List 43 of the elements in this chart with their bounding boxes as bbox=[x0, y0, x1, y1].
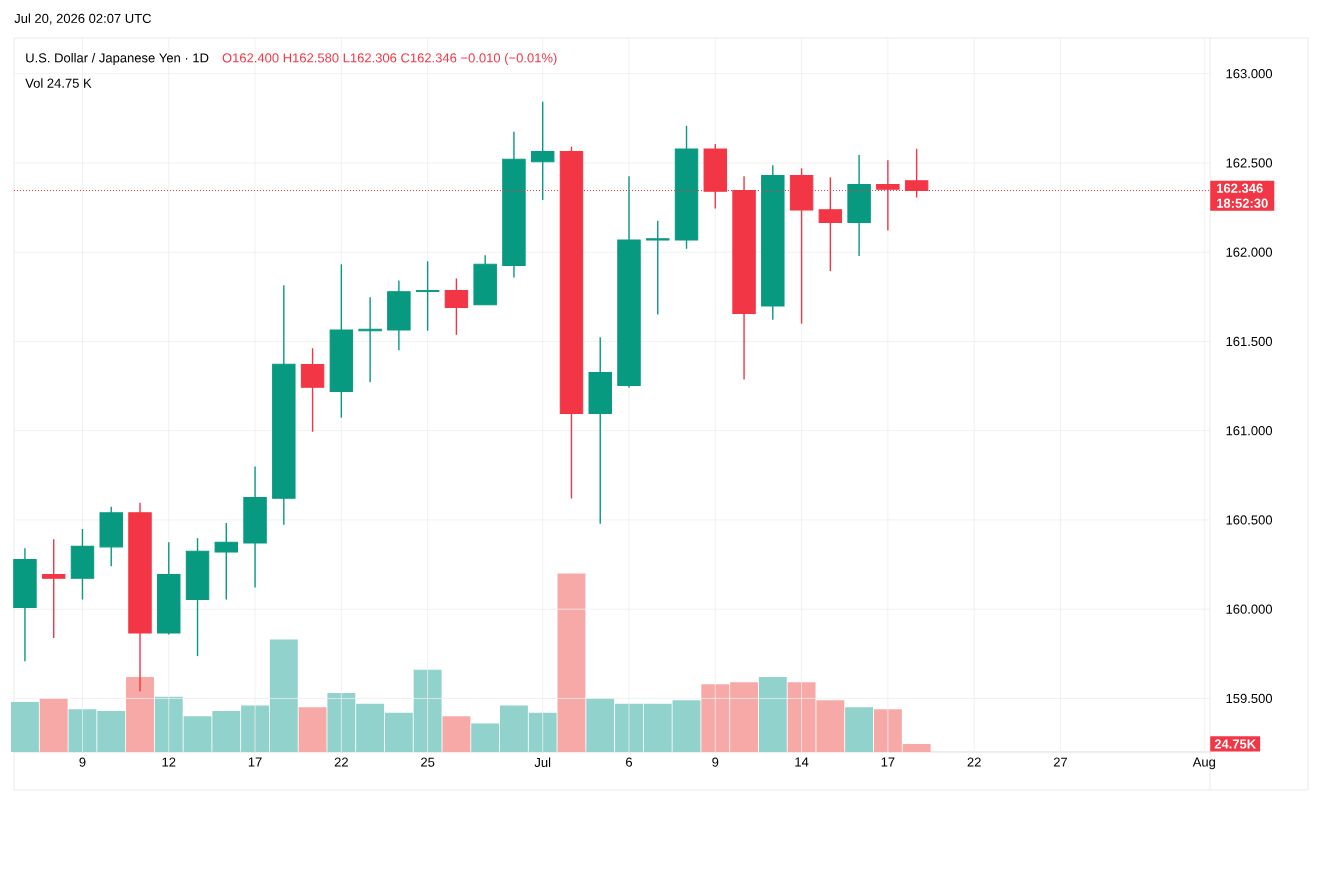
bar bbox=[845, 707, 874, 752]
candlestick bbox=[415, 260, 440, 332]
y-tick-label: 162.500 bbox=[1226, 158, 1273, 168]
x-tick-label: 27 bbox=[1053, 757, 1068, 767]
y-tick-label: 162.000 bbox=[1226, 247, 1273, 257]
x-tick-label: 12 bbox=[162, 757, 176, 767]
y-tick-label: 160.000 bbox=[1226, 604, 1273, 614]
bar bbox=[557, 573, 586, 752]
candlestick bbox=[444, 277, 469, 336]
bar bbox=[442, 716, 471, 752]
text: U.S. Dollar / Japanese Yen · 1D bbox=[26, 52, 209, 66]
y-tick-label: 163.000 bbox=[1226, 69, 1273, 79]
y-tick-label: 161.500 bbox=[1226, 336, 1273, 347]
x-tick-label: 9 bbox=[712, 757, 719, 767]
text: Jul 20, 2026 02:07 UTC bbox=[14, 13, 151, 25]
text: 18:52:30 bbox=[1217, 198, 1268, 208]
x-tick-label: 22 bbox=[967, 757, 981, 767]
x-tick-label: 9 bbox=[79, 757, 86, 767]
y-tick-label: 160.500 bbox=[1226, 515, 1273, 525]
candlestick bbox=[646, 220, 670, 316]
candlestick bbox=[41, 538, 66, 639]
bar bbox=[298, 707, 327, 752]
x-tick-label: 25 bbox=[421, 757, 435, 767]
x-tick-label: 14 bbox=[795, 757, 809, 767]
candlestick bbox=[530, 101, 555, 201]
x-tick-label: 6 bbox=[626, 757, 633, 767]
ref-line-label: 162.346 bbox=[1217, 183, 1263, 193]
x-tick-label: 22 bbox=[334, 757, 348, 767]
text: 24.75K bbox=[1214, 739, 1257, 749]
text: O162.400 H162.580 L162.306 C162.346 −0.010 (−0.01%) bbox=[222, 52, 557, 66]
bar bbox=[10, 702, 39, 752]
bar bbox=[39, 698, 68, 752]
x-tick-label: 17 bbox=[881, 757, 895, 767]
candlestick bbox=[300, 347, 325, 433]
y-tick-label: 161.000 bbox=[1226, 426, 1273, 436]
x-tick-label: Jul bbox=[534, 757, 551, 768]
x-tick-label: Aug bbox=[1192, 757, 1216, 770]
y-tick-label: 159.500 bbox=[1226, 693, 1273, 704]
bar bbox=[758, 677, 787, 752]
candlestick bbox=[214, 522, 239, 601]
annotation: Vol 24.75 K bbox=[25, 78, 92, 88]
bar bbox=[126, 677, 154, 752]
x-tick-label: 17 bbox=[248, 757, 262, 767]
